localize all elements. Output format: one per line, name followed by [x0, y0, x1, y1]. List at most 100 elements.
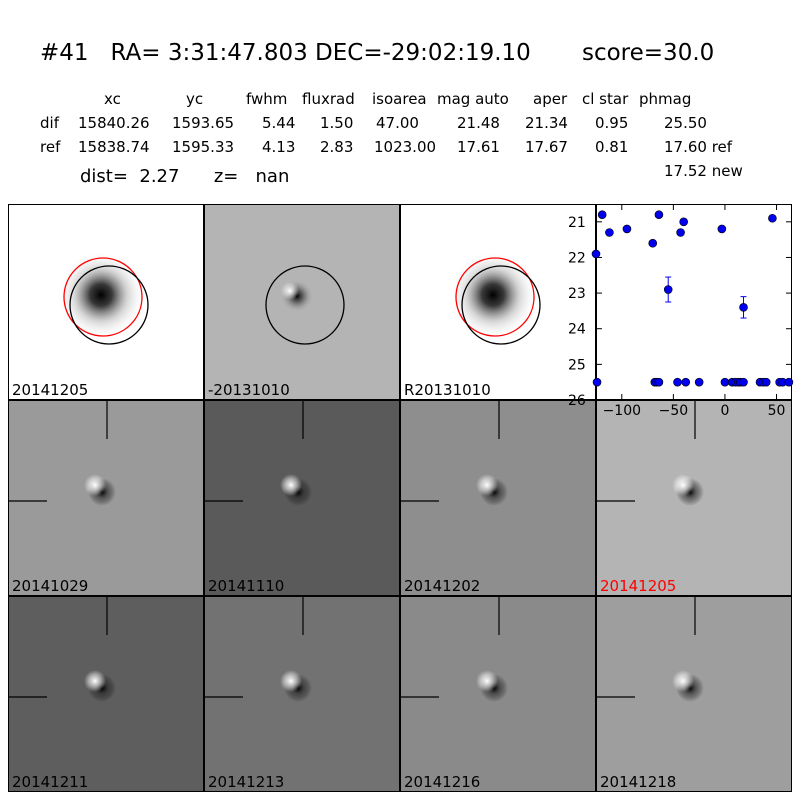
data-point: [676, 228, 685, 237]
column-header: isoarea: [372, 90, 427, 108]
plot-frame: [596, 204, 792, 400]
epoch-stamp: 20141213: [204, 596, 400, 792]
epoch-stamp: 20141216: [400, 596, 596, 792]
data-point: [648, 238, 658, 248]
row-label: dif: [40, 114, 59, 132]
table-cell: 17.61: [457, 138, 500, 156]
table-cell: 21.34: [525, 114, 568, 132]
row-label: ref: [40, 138, 61, 156]
data-point: [663, 285, 673, 294]
limit-point: [654, 377, 664, 387]
data-point: [679, 217, 688, 227]
limit-point: [739, 377, 748, 387]
table-cell: 0.95: [595, 114, 629, 132]
dec-value: DEC=-29:02:19.10: [315, 40, 531, 66]
limit-point: [694, 377, 704, 387]
residual-bright: [476, 670, 498, 692]
limit-point: [784, 377, 794, 387]
residual-bright: [281, 282, 299, 300]
epoch-label: 20141029: [12, 577, 89, 595]
dist-value: dist= 2.27: [80, 166, 180, 187]
residual-bright: [672, 670, 694, 692]
residual-bright: [84, 670, 106, 692]
score-value: score=30.0: [581, 40, 715, 66]
table-cell: 1593.65: [172, 114, 235, 132]
reference-stamp: R20131010: [400, 204, 596, 400]
data-point: [768, 213, 777, 223]
light-curve-chart: 21 22 23 24 25 26: [568, 204, 794, 409]
black-aperture-circle: [69, 265, 149, 345]
y-tick-label: 24: [568, 322, 586, 338]
y-tick-label: 25: [568, 357, 586, 373]
epoch-label: 20141218: [600, 773, 677, 791]
x-tick-label: 50: [768, 403, 786, 419]
red-aperture-circle: [63, 257, 143, 337]
column-header: cl star: [582, 90, 629, 108]
black-aperture-circle: [461, 265, 541, 345]
y-tick-label: 23: [568, 286, 586, 302]
redshift-value: z= nan: [213, 166, 290, 187]
limit-point: [592, 377, 602, 387]
stamp-label: -20131010: [208, 381, 290, 399]
epoch-stamp: 20141218: [596, 596, 792, 792]
table-cell: 17.60 ref: [664, 138, 733, 156]
reference-stamp: 20141205: [8, 204, 204, 400]
epoch-stamp: 20141029: [8, 400, 204, 596]
column-header: phmag: [639, 90, 692, 108]
limit-point: [720, 377, 730, 387]
epoch-label: 20141205: [600, 577, 677, 595]
epoch-stamp: 20141110: [204, 400, 400, 596]
source-blob: [57, 251, 145, 339]
table-cell: 47.00: [376, 114, 419, 132]
column-header: mag auto: [437, 90, 509, 108]
data-point: [717, 224, 727, 234]
table-cell: 1595.33: [172, 138, 235, 156]
limit-point: [681, 377, 691, 387]
epoch-stamp: 20141211: [8, 596, 204, 792]
epoch-label: 20141213: [208, 773, 285, 791]
dist-line: dist= 2.27 z= nan: [80, 166, 289, 187]
data-point: [605, 228, 614, 237]
column-header: fluxrad: [302, 90, 355, 108]
x-tick-labels: −100 −50 0 50: [603, 403, 786, 419]
residual-bright: [476, 474, 498, 496]
x-tick-label: −50: [659, 403, 689, 419]
limit-point: [673, 377, 682, 387]
epoch-label: 20141216: [404, 773, 481, 791]
x-tick-label: −100: [603, 403, 641, 419]
column-header: aper: [533, 90, 568, 108]
candidate-title: #41 RA= 3:31:47.803 DEC=-29:02:19.10 sco…: [40, 40, 714, 66]
stamp-label: 20141205: [12, 381, 89, 399]
data-point: [739, 303, 748, 312]
table-cell: 15840.26: [78, 114, 150, 132]
y-tick-label: 22: [568, 250, 586, 266]
stamp-label: R20131010: [404, 381, 491, 399]
residual-bright: [280, 670, 302, 692]
data-point: [654, 210, 664, 219]
table-cell: 15838.74: [78, 138, 150, 156]
table-cell: 25.50: [664, 114, 707, 132]
column-header: xc: [104, 90, 121, 108]
table-cell: 0.81: [595, 138, 629, 156]
y-tick-label: 21: [568, 215, 586, 231]
x-tick-label: 0: [720, 403, 729, 419]
y-tick-label: 26: [568, 393, 586, 409]
table-cell: 4.13: [262, 138, 296, 156]
residual-bright: [280, 474, 302, 496]
ra-value: RA= 3:31:47.803: [110, 40, 308, 66]
source-blob: [449, 251, 537, 339]
epoch-stamp: 20141202: [400, 400, 596, 596]
epoch-label: 20141202: [404, 577, 481, 595]
residual-bright: [672, 474, 694, 496]
epoch-stamp: 20141205: [596, 400, 792, 596]
table-cell: 5.44: [262, 114, 296, 132]
table-cell: 21.48: [457, 114, 500, 132]
data-point: [622, 224, 632, 234]
epoch-label: 20141211: [12, 773, 89, 791]
residual-bright: [84, 474, 106, 496]
table-cell: 17.67: [525, 138, 568, 156]
data-point: [591, 249, 601, 259]
data-point: [597, 210, 607, 219]
table-cell: 1023.00: [374, 138, 437, 156]
column-header: fwhm: [246, 90, 288, 108]
